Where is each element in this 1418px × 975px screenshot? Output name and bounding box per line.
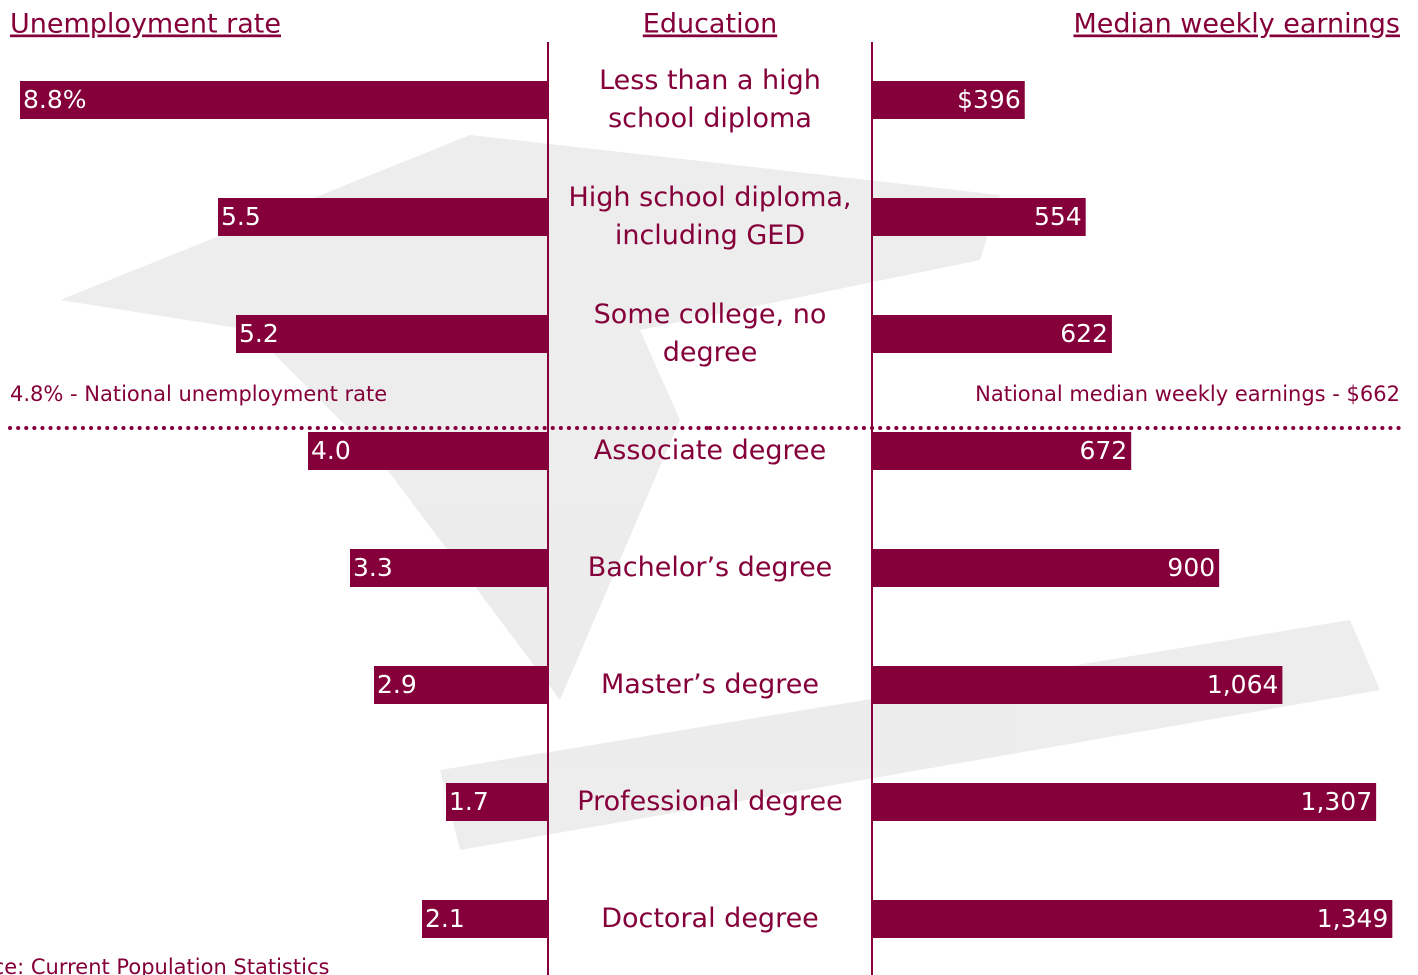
bar <box>350 549 548 587</box>
value-label: 8.8% <box>23 85 87 114</box>
value-label: 2.9 <box>377 670 417 699</box>
bar <box>422 900 548 938</box>
category-label: Professional degree <box>577 786 843 817</box>
bar <box>872 783 1377 821</box>
value-label: 2.1 <box>425 904 465 933</box>
category-label: Some college, no degree <box>593 299 827 368</box>
bar <box>308 432 548 470</box>
category-text: High school diploma, including GED <box>568 182 852 251</box>
bar <box>446 783 548 821</box>
category-label: Master’s degree <box>600 669 820 700</box>
value-label: 900 <box>1167 553 1215 582</box>
bar <box>20 81 548 119</box>
category-text: Associate degree <box>593 435 827 466</box>
bar <box>236 315 548 353</box>
category-label: Associate degree <box>593 435 827 466</box>
bar <box>872 666 1283 704</box>
cap-shape <box>60 135 1000 700</box>
category-label: Doctoral degree <box>601 903 819 934</box>
value-label: 672 <box>1079 436 1127 465</box>
center-header: Education <box>643 9 777 40</box>
bar <box>872 549 1220 587</box>
value-label: 1.7 <box>449 787 489 816</box>
category-text: Less than a high school diploma <box>599 65 821 134</box>
bar <box>872 315 1112 353</box>
value-label: $396 <box>957 85 1021 114</box>
category-label: High school diploma, including GED <box>568 182 852 251</box>
category-text: Bachelor’s degree <box>587 552 833 583</box>
bar <box>374 666 548 704</box>
bar <box>872 81 1025 119</box>
category-text: Doctoral degree <box>601 903 819 934</box>
category-text: Master’s degree <box>600 669 820 700</box>
value-label: 5.2 <box>239 319 279 348</box>
category-text: Professional degree <box>577 786 843 817</box>
right-header: Median weekly earnings <box>1073 9 1400 40</box>
value-label: 5.5 <box>221 202 261 231</box>
reference-label: 4.8% - National unemployment rate <box>10 382 387 406</box>
category-label: Bachelor’s degree <box>587 552 833 583</box>
category-label: Less than a high school diploma <box>599 65 821 134</box>
value-label: 4.0 <box>311 436 351 465</box>
value-label: 3.3 <box>353 553 393 582</box>
bar <box>872 432 1132 470</box>
left-header: Unemployment rate <box>10 9 281 40</box>
bar <box>218 198 548 236</box>
value-label: 622 <box>1060 319 1108 348</box>
source: Source: Current Population Statistics <box>0 955 329 975</box>
category-text: Some college, no degree <box>593 299 827 368</box>
value-label: 1,349 <box>1317 904 1389 933</box>
bar <box>872 198 1086 236</box>
value-label: 1,064 <box>1207 670 1279 699</box>
reference-label: National median weekly earnings - $662 <box>975 382 1400 406</box>
value-label: 554 <box>1034 202 1082 231</box>
bar <box>872 900 1393 938</box>
value-label: 1,307 <box>1301 787 1373 816</box>
